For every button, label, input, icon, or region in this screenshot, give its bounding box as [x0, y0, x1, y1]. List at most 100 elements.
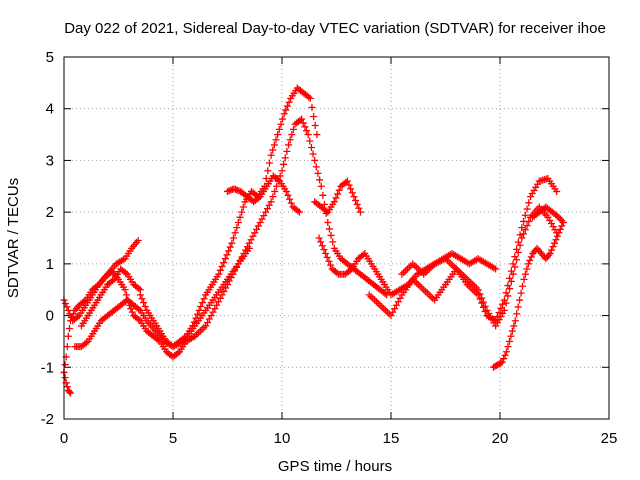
data-point — [520, 217, 528, 225]
data-point — [559, 218, 567, 226]
data-point — [513, 310, 521, 318]
data-point — [504, 292, 512, 300]
data-point — [520, 275, 528, 283]
data-point — [524, 260, 532, 268]
series-arc-5 — [77, 265, 144, 330]
data-point — [140, 299, 148, 307]
data-point — [549, 243, 557, 251]
data-point — [274, 131, 282, 139]
data-point — [323, 253, 331, 261]
y-tick-label: 4 — [46, 101, 54, 118]
data-point — [332, 194, 340, 202]
y-tick-label: 1 — [46, 256, 54, 273]
axis-ticks: 0 5 10 15 20 25 -2 -1 0 1 2 3 4 5 — [41, 49, 618, 447]
data-point — [316, 176, 324, 184]
data-point — [109, 277, 117, 285]
data-point — [61, 361, 69, 369]
data-point — [501, 351, 509, 359]
data-point — [506, 285, 514, 293]
data-point — [530, 186, 538, 194]
y-tick-label: -2 — [41, 411, 54, 428]
data-point — [510, 322, 518, 330]
data-point — [281, 154, 289, 162]
data-point — [304, 131, 312, 139]
data-point — [231, 229, 239, 237]
data-point — [327, 261, 335, 269]
data-point — [239, 203, 247, 211]
data-point — [547, 220, 555, 228]
data-point — [61, 300, 69, 308]
data-point — [269, 193, 277, 201]
data-point — [476, 295, 484, 303]
series-arc-4 — [71, 244, 253, 351]
data-point — [324, 218, 332, 226]
data-point — [329, 238, 337, 246]
data-point — [481, 307, 489, 315]
data-point — [492, 265, 500, 273]
data-point — [356, 208, 364, 216]
data-point — [381, 290, 389, 298]
data-point — [523, 205, 531, 213]
data-point — [283, 147, 291, 155]
data-point — [67, 389, 75, 397]
data-point — [275, 125, 283, 133]
data-point — [353, 200, 361, 208]
data-point — [82, 339, 90, 347]
data-point — [322, 250, 330, 258]
data-point — [255, 194, 263, 202]
data-point — [502, 299, 510, 307]
data-point — [311, 156, 319, 164]
data-point — [236, 213, 244, 221]
data-point — [318, 242, 326, 250]
data-point — [548, 246, 556, 254]
chart-title: Day 022 of 2021, Sidereal Day-to-day VTE… — [64, 20, 606, 37]
data-point — [314, 169, 322, 177]
data-point — [474, 291, 482, 299]
data-point — [514, 238, 522, 246]
series-arc-14 — [529, 203, 567, 226]
data-point — [282, 187, 290, 195]
data-point — [330, 198, 338, 206]
data-point — [277, 120, 285, 128]
data-point — [556, 225, 564, 233]
data-point — [233, 224, 241, 232]
data-point — [286, 195, 294, 203]
data-point — [478, 299, 486, 307]
data-point — [513, 245, 521, 253]
data-point — [135, 284, 143, 292]
y-tick-label: 0 — [46, 308, 54, 325]
series-arc-7 — [191, 115, 391, 340]
data-point — [216, 266, 224, 274]
data-point — [218, 262, 226, 270]
data-point — [285, 141, 293, 149]
data-point — [317, 182, 325, 190]
data-point — [520, 230, 528, 238]
x-tick-label: 0 — [60, 430, 68, 447]
series-arc-13 — [489, 218, 567, 371]
data-point — [516, 241, 524, 249]
data-point — [234, 218, 242, 226]
data-point — [226, 243, 234, 251]
data-point — [63, 383, 71, 391]
data-point — [509, 270, 517, 278]
data-point — [359, 251, 367, 259]
data-point — [327, 231, 335, 239]
data-point — [320, 246, 328, 254]
data-point — [352, 197, 360, 205]
data-point — [299, 119, 307, 127]
data-point — [503, 348, 511, 356]
data-point — [507, 277, 515, 285]
data-point — [63, 343, 71, 351]
data-point — [479, 303, 487, 311]
data-point — [273, 182, 281, 190]
data-point — [138, 295, 146, 303]
data-point — [228, 239, 236, 247]
data-point — [136, 291, 144, 299]
data-point — [288, 131, 296, 139]
data-point — [521, 270, 529, 278]
y-tick-label: -1 — [41, 359, 54, 376]
data-point — [319, 191, 327, 199]
data-point — [549, 223, 557, 231]
data-point — [135, 305, 143, 313]
x-tick-label: 20 — [492, 430, 509, 447]
